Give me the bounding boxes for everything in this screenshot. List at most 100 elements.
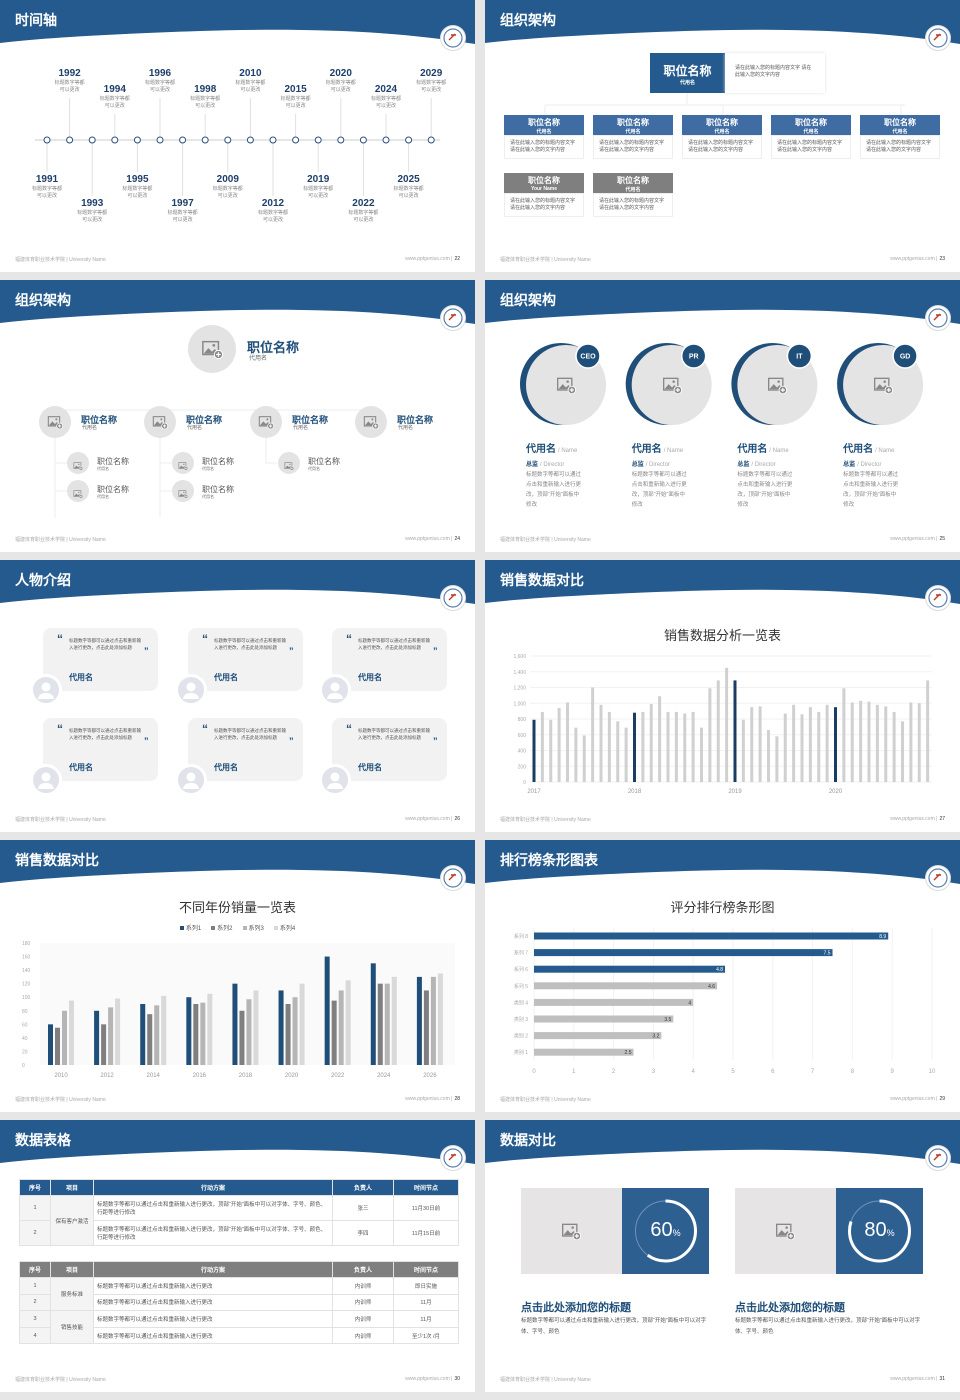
bar bbox=[708, 688, 712, 782]
table-row: 2 标题数字等都可以通过点击和重新输入进行更改 内训师 11月 bbox=[19, 1293, 459, 1312]
timeline-node bbox=[337, 136, 345, 144]
page-number: 24 bbox=[454, 536, 460, 542]
ring-progress bbox=[634, 1199, 697, 1263]
cell-deadline: 11月 bbox=[393, 1293, 459, 1312]
timeline-year: 2009 bbox=[216, 174, 239, 185]
x-tick-label: 6 bbox=[771, 1069, 775, 1075]
testimonial-name: 代用名 bbox=[214, 673, 238, 682]
child-position-title: 职位名称 bbox=[97, 457, 129, 466]
slide-9: 数据表格 福建体育职业技术学院 | University Name www.pptg… bbox=[0, 1120, 475, 1392]
bar bbox=[641, 711, 645, 782]
timeline-year: 2019 bbox=[307, 174, 330, 185]
legend-item: 系列1 bbox=[179, 926, 201, 932]
cell-index: 1 bbox=[19, 1277, 51, 1295]
y-tick-label: 0 bbox=[22, 1063, 25, 1069]
bar bbox=[140, 1004, 146, 1065]
person-desc: 标题数字等都可以通过点击和重新输入进行更改，顶部“开始”面板中修改 bbox=[843, 472, 899, 508]
y-tick-label: 1,600 bbox=[513, 654, 526, 660]
image-placeholder-icon bbox=[152, 414, 168, 435]
data-label: 4 bbox=[688, 1000, 691, 1006]
timeline-node bbox=[111, 136, 119, 144]
image-panel bbox=[735, 1188, 836, 1274]
slide-5: 人物介绍 福建体育职业技术学院 | University Name www.pptg… bbox=[0, 560, 475, 832]
testimonial-name: 代用名 bbox=[358, 673, 382, 682]
position-box-header: 职位名称 代用名 bbox=[860, 115, 940, 135]
timeline-desc: 标题数字等都可以更改 bbox=[257, 210, 288, 223]
role-en: / Director bbox=[645, 462, 671, 468]
footer-right: www.pptgenius.com | 29 bbox=[890, 1096, 945, 1102]
grouped-bar-chart: 0 20 40 60 80 100 120 140 160 180 2010 2012 2014 2016… bbox=[22, 941, 455, 1079]
timeline-node bbox=[88, 136, 96, 144]
bar bbox=[430, 976, 436, 1065]
action-plan-table: 序号 项目 行动方案 负责人 时间节点 1 保有客户激活 标题数字等都可以通过点击和重新输入进… bbox=[19, 1179, 459, 1246]
legend-swatch bbox=[179, 926, 184, 930]
bar bbox=[246, 999, 252, 1065]
progress-ring bbox=[848, 1199, 911, 1263]
image-panel bbox=[521, 1188, 622, 1274]
bar bbox=[232, 983, 238, 1065]
position-desc: 请在此输入您的标题内容文字 请在此输入您的文字内容 bbox=[504, 135, 584, 159]
quote-open-icon: “ bbox=[346, 632, 352, 646]
bar bbox=[48, 1024, 53, 1065]
bar bbox=[716, 680, 720, 782]
timeline-desc: 标题数字等都可以更改 bbox=[144, 80, 175, 93]
bar bbox=[834, 707, 837, 782]
position-title: 职位名称 bbox=[663, 64, 712, 78]
role-badge bbox=[892, 343, 918, 369]
role-badge-label: IT bbox=[796, 354, 803, 361]
header-shape bbox=[0, 560, 475, 604]
timeline-year: 2029 bbox=[420, 68, 443, 79]
y-tick-label: 80 bbox=[22, 1009, 28, 1015]
bar bbox=[549, 719, 553, 782]
team-circles: CEO PR IT GD bbox=[520, 343, 924, 425]
percent-value: 80% bbox=[836, 1219, 923, 1242]
x-tick-label: 3 bbox=[652, 1069, 656, 1075]
position-title: 职位名称 bbox=[617, 118, 649, 127]
column-header: 序号 bbox=[19, 1261, 51, 1278]
x-tick-label: 4 bbox=[692, 1069, 696, 1075]
slide-title: 组织架构 bbox=[15, 292, 71, 308]
timeline-node bbox=[201, 136, 209, 144]
position-title: 职位名称 bbox=[247, 340, 300, 355]
header-banner bbox=[485, 840, 960, 884]
training-plan-table: 序号 项目 行动方案 负责人 时间节点 1 服务标准 标题数字等都可以通过点击和重新输入进行更… bbox=[19, 1261, 459, 1345]
header-shape bbox=[485, 0, 960, 44]
testimonial-card bbox=[43, 628, 158, 691]
bar bbox=[926, 680, 930, 782]
position-box-header: 职位名称 代用名 bbox=[593, 173, 673, 193]
bar bbox=[566, 702, 569, 782]
x-tick-label: 2010 bbox=[54, 1073, 68, 1079]
position-box-header: 职位名称 Your Name bbox=[504, 173, 584, 193]
timeline-year: 1991 bbox=[35, 174, 59, 185]
footer-right: www.pptgenius.com | 31 bbox=[890, 1376, 945, 1382]
timeline-node bbox=[179, 136, 187, 144]
table-row: 4 标题数字等都可以通过点击和重新输入进行更改 内训师 至少1次 /月 bbox=[19, 1326, 459, 1345]
name-en: / Name bbox=[558, 448, 578, 454]
footer-school: 福建体育职业技术学院 | University Name bbox=[500, 537, 591, 543]
data-label: 7.5 bbox=[824, 951, 831, 957]
position-title: 职位名称 bbox=[706, 118, 738, 127]
y-tick-label: 400 bbox=[518, 749, 527, 755]
role-badge bbox=[680, 343, 707, 369]
bar bbox=[147, 1014, 153, 1065]
cell-index: 2 bbox=[19, 1220, 51, 1246]
timeline-desc: 标题数字等都可以更改 bbox=[280, 96, 311, 109]
category-label: 系列 5 bbox=[514, 983, 528, 990]
university-logo bbox=[925, 305, 951, 331]
quote-open-icon: “ bbox=[346, 722, 352, 736]
timeline-node bbox=[292, 136, 300, 144]
bar bbox=[783, 713, 787, 782]
university-logo bbox=[440, 585, 466, 611]
position-title: 职位名称 bbox=[81, 415, 118, 425]
bar bbox=[591, 687, 595, 782]
y-tick-label: 800 bbox=[518, 717, 527, 723]
percent-value: 60% bbox=[622, 1219, 709, 1242]
bar bbox=[115, 998, 121, 1065]
timeline-node bbox=[156, 136, 164, 144]
cell-index: 3 bbox=[19, 1310, 51, 1328]
timeline-desc: 标题数字等都可以更改 bbox=[212, 186, 243, 199]
legend-label: 系列3 bbox=[248, 926, 264, 932]
x-tick-label: 2016 bbox=[193, 1073, 207, 1079]
bar bbox=[345, 980, 351, 1065]
testimonial-card bbox=[188, 718, 303, 781]
